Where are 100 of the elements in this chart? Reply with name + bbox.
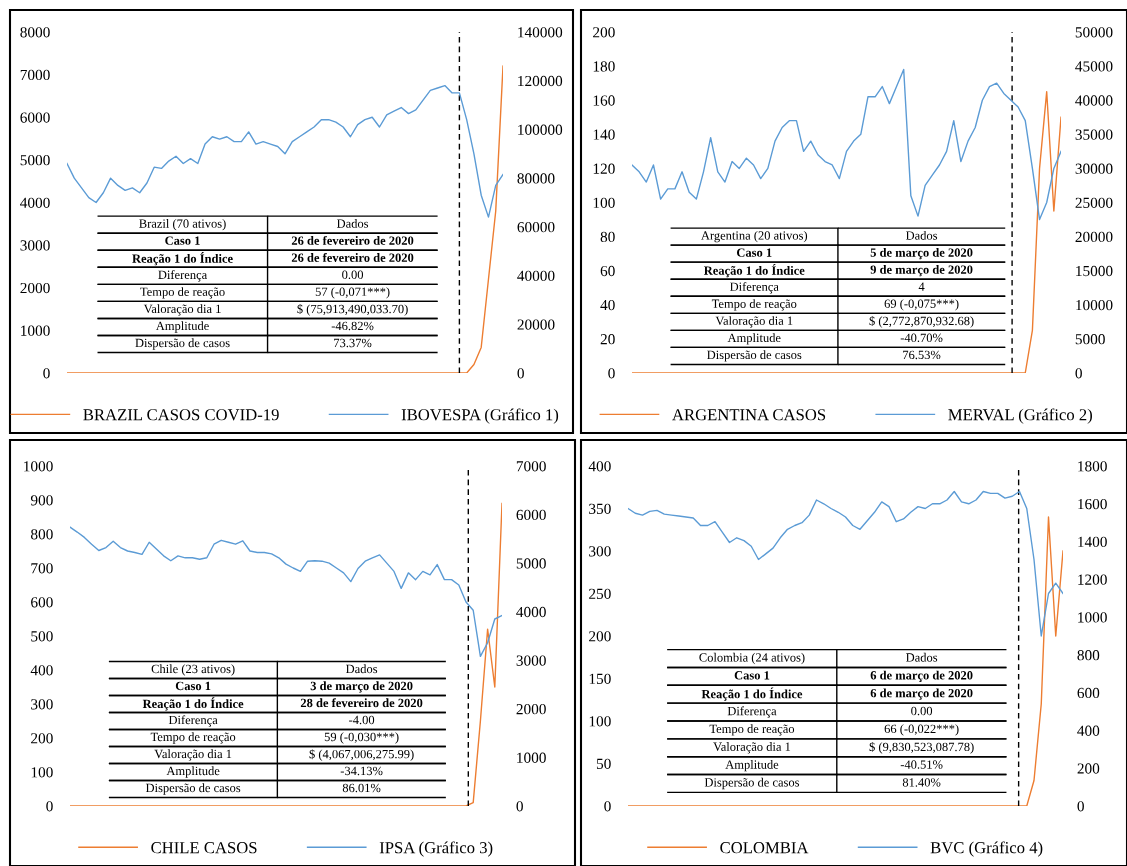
annotation: Reação 1 do Índice [132,252,233,266]
annotation: Reação 1 do Índice [142,697,244,711]
annotation: Valoração dia 1 [715,316,793,328]
y2-tick-label: 1200 [1078,574,1107,585]
y2-tick-label: 0 [1077,801,1084,812]
annotation: $ (9,830,523,087.78) [869,741,974,754]
annotation: $ (75,913,490,033.70) [297,304,408,316]
annotation: Tempo de reação [711,299,797,311]
annotation: -4.00 [349,715,375,725]
legend-label: MERVAL (Gráfico 2) [948,408,1092,424]
y2-tick-label: 5000 [1075,334,1105,345]
annotation: 6 de março de 2020 [870,670,973,682]
y2-tick-label: 1600 [1078,498,1107,510]
y-tick-label: 60 [600,265,615,277]
y-tick-label: 150 [589,673,611,684]
y2-tick-label: 1000 [517,752,546,763]
y-tick-label: 7000 [20,69,50,81]
y2-tick-label: 50000 [1075,27,1113,38]
annotation: Caso 1 [175,681,211,691]
annotation: Amplitude [727,333,781,345]
annotation: 86.01% [342,783,381,793]
y-tick-label: 1000 [24,461,53,472]
y2-tick-label: 400 [1077,725,1100,736]
y2-tick-label: 800 [1077,650,1100,661]
y2-tick-label: 6000 [516,509,546,521]
annotation: 26 de fevereiro de 2020 [291,252,414,262]
y-tick-label: 0 [608,368,615,379]
y-tick-label: 800 [31,529,53,540]
annotation: 57 (-0,071***) [315,287,390,299]
annotation: Dados [336,219,369,228]
y-tick-label: 4000 [20,197,50,208]
annotation: Tempo de reação [709,724,795,736]
y-tick-label: 200 [593,27,615,38]
y-tick-label: 8000 [20,27,50,38]
annotation: 66 (-0,022***) [884,724,959,736]
y-tick-label: 6000 [20,112,50,123]
legend-label: BVC (Gráfico 4) [930,841,1043,857]
y-tick-label: 900 [30,495,53,506]
y2-tick-label: 20000 [517,319,555,330]
y2-tick-label: 40000 [1075,95,1113,106]
y-tick-label: 180 [593,61,615,72]
y2-tick-label: 30000 [1075,163,1113,174]
annotation: Dispersão de casos [704,777,800,790]
y-tick-label: 2000 [20,282,50,294]
y-tick-label: 300 [31,699,53,710]
annotation: Brazil (70 ativos) [139,219,226,231]
y-tick-label: 350 [589,503,611,514]
y-tick-label: 600 [31,597,53,608]
y-tick-label: 160 [593,95,615,106]
annotation: Chile (23 ativos) [151,664,235,676]
y-tick-label: 5000 [20,155,50,166]
y-tick-label: 200 [31,733,53,744]
y2-tick-label: 1000 [1078,612,1107,623]
annotation: Caso 1 [736,248,772,257]
annotation: Diferença [729,282,779,294]
y2-tick-label: 60000 [517,222,555,233]
annotation: Valoração dia 1 [154,749,232,761]
y2-tick-label: 2000 [516,704,546,715]
y2-tick-label: 140000 [518,27,563,38]
annotation: 73.37% [334,338,372,348]
y2-tick-label: 20000 [1075,231,1113,243]
y2-tick-label: 0 [1075,368,1082,379]
annotation: Reação 1 do Índice [701,687,803,701]
y2-tick-label: 1800 [1078,461,1107,472]
annotation: Tempo de reação [150,732,236,744]
y2-tick-label: 5000 [516,558,546,569]
annotation: 28 de fevereiro de 2020 [300,698,423,708]
annotation: Caso 1 [165,236,200,245]
annotation: Dados [345,664,378,674]
y-tick-label: 250 [589,588,611,599]
y2-tick-label: 10000 [1076,299,1113,311]
annotation: Valoração dia 1 [143,304,221,316]
annotation: Dados [906,652,938,662]
legend-label: ARGENTINA CASOS [672,409,826,421]
annotation: 0.00 [342,270,364,279]
annotation: -34.13% [340,766,383,776]
annotation: Reação 1 do Índice [703,263,805,278]
y-tick-label: 140 [593,129,615,140]
annotation: $ (4,067,006,275.99) [309,749,414,761]
y-tick-label: 0 [43,368,50,379]
y-tick-label: 300 [589,546,611,557]
annotation: Dispersão de casos [707,350,802,362]
y-tick-label: 3000 [20,240,50,251]
annotation: 6 de março de 2020 [870,688,973,700]
annotation: Amplitude [725,759,779,772]
y2-tick-label: 600 [1077,687,1100,699]
y2-tick-label: 1400 [1078,536,1107,548]
y2-tick-label: 200 [1077,763,1100,774]
annotation: 59 (-0,030***) [324,732,399,744]
annotation: 3 de março de 2020 [310,681,413,693]
y2-tick-label: 4000 [516,606,546,618]
y-tick-label: 100 [31,767,53,778]
annotation: Amplitude [155,321,209,333]
annotation: 69 (-0,075***) [884,299,959,311]
y2-tick-label: 40000 [517,270,555,282]
y-tick-label: 400 [588,461,611,472]
annotation: Valoração dia 1 [713,742,791,754]
annotation: Colombia (24 ativos) [699,652,805,665]
legend-label: IBOVESPA (Gráfico 1) [401,408,559,424]
annotation: Dispersão de casos [145,783,241,795]
